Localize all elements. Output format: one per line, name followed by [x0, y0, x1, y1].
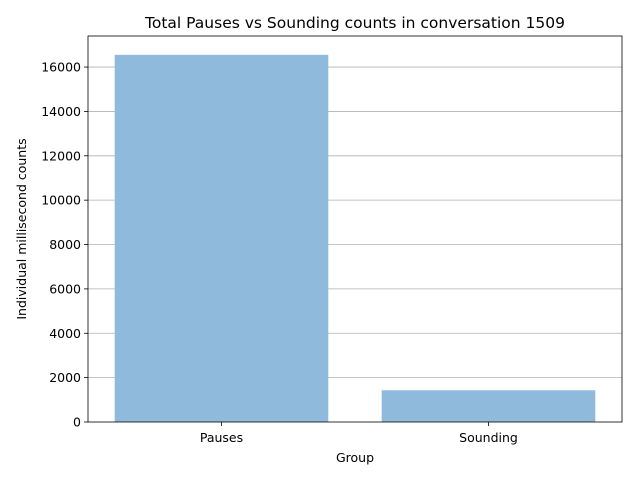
bar-pauses	[114, 54, 329, 422]
x-axis-label: Group	[336, 450, 374, 465]
x-tick-label: Sounding	[459, 430, 518, 445]
bar-sounding	[381, 390, 596, 422]
y-axis-label: Individual millisecond counts	[14, 138, 29, 319]
x-tick-label: Pauses	[200, 430, 243, 445]
bars	[114, 54, 596, 422]
y-tick-label: 14000	[41, 104, 81, 119]
y-tick-label: 4000	[49, 326, 81, 341]
plot-frame	[87, 35, 623, 423]
y-tick-label: 12000	[41, 148, 81, 163]
axes: 0 2000 4000 6000 8000 10000 12000 14000 16000 Pau…	[41, 35, 623, 445]
y-tick-label: 2000	[49, 370, 81, 385]
y-tick-label: 6000	[49, 281, 81, 296]
y-tick-label: 16000	[41, 60, 81, 75]
y-tick-label: 8000	[49, 237, 81, 252]
y-tick-label: 10000	[41, 193, 81, 208]
y-tick-label: 0	[73, 415, 81, 430]
chart-title: Total Pauses vs Sounding counts in conve…	[144, 14, 565, 32]
